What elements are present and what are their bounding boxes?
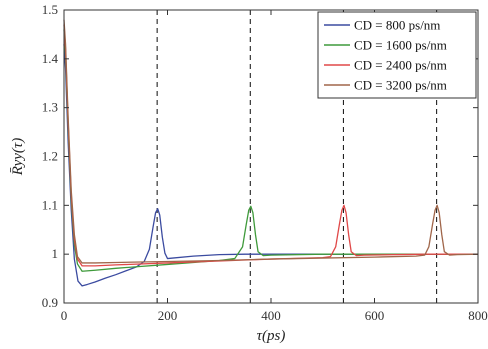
x-tick-label: 400 <box>261 308 281 323</box>
x-tick-label: 800 <box>468 308 488 323</box>
y-tick-label: 1.2 <box>42 149 58 164</box>
y-tick-label: 1.1 <box>42 197 58 212</box>
series-line-2 <box>63 29 478 272</box>
x-tick-label: 600 <box>365 308 385 323</box>
legend-box <box>317 11 477 99</box>
legend-label-2: CD = 1600 ps/nm <box>354 38 447 53</box>
y-axis-label: R̄yy(τ) <box>10 138 26 177</box>
series-line-4 <box>63 19 479 264</box>
legend-label-3: CD = 2400 ps/nm <box>354 58 447 73</box>
y-tick-label: 1.5 <box>42 2 58 17</box>
y-tick-label: 0.9 <box>42 295 58 310</box>
x-axis-label: τ(ps) <box>257 328 286 344</box>
legend-label-1: CD = 800 ps/nm <box>354 18 440 33</box>
legend-label-4: CD = 3200 ps/nm <box>354 78 447 93</box>
x-tick-label: 200 <box>158 308 178 323</box>
legend: CD = 800 ps/nm CD = 1600 ps/nm CD = 2400 p… <box>317 11 477 99</box>
y-tick-label: 1.4 <box>42 51 59 66</box>
series-line-1 <box>63 44 478 287</box>
ticks-layer: 0 200 400 600 800 0.9 1 1.1 1.2 1.3 1.4 1.5 <box>42 2 488 323</box>
y-tick-label: 1.3 <box>42 100 58 115</box>
x-tick-label: 0 <box>61 308 68 323</box>
y-tick-label: 1 <box>52 246 59 261</box>
